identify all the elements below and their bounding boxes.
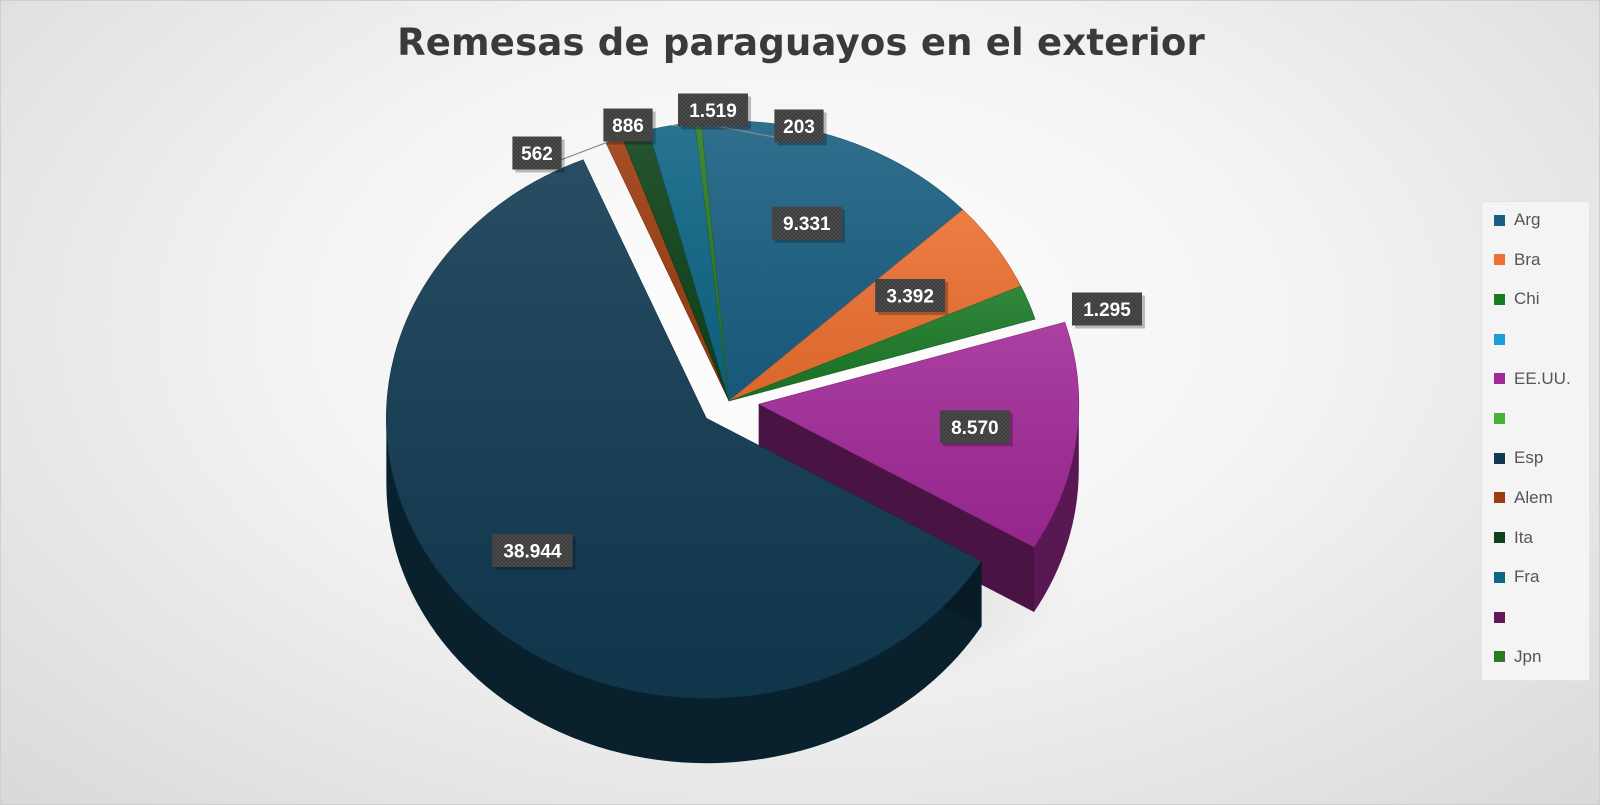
data-label-text: 3.392 xyxy=(886,287,934,308)
legend-label: EE.UU. xyxy=(1514,368,1571,388)
legend-swatch xyxy=(1494,413,1505,424)
data-label-text: 8.570 xyxy=(951,418,999,439)
legend-label: Ita xyxy=(1514,527,1533,547)
legend-item: Jpn xyxy=(1494,645,1541,669)
data-label-text: 38.944 xyxy=(503,541,562,562)
data-label-alem: 562 xyxy=(512,136,565,173)
data-label-jpn: 203 xyxy=(774,109,827,146)
legend-swatch xyxy=(1494,651,1505,663)
legend-item: Arg xyxy=(1494,208,1540,232)
chart-title: Remesas de paraguayos en el exterior xyxy=(397,21,1205,64)
pie-data-labels: 9.331 3.392 1.295 8.570 38.944 562 886 1.519 203 xyxy=(492,93,1145,570)
data-label-text: 1.519 xyxy=(689,101,737,122)
data-label-box xyxy=(492,533,573,567)
legend-item xyxy=(1494,407,1514,431)
legend-item: Fra xyxy=(1494,565,1540,589)
chart-legend: Arg Bra Chi EE.UU. Esp Alem Ita Fra Jpn xyxy=(1481,201,1590,681)
data-label-box xyxy=(774,109,824,143)
data-label-ee-uu-: 8.570 xyxy=(939,410,1013,447)
legend-item: Bra xyxy=(1494,248,1540,272)
legend-item: Alem xyxy=(1494,486,1553,510)
legend-swatch xyxy=(1494,452,1505,464)
legend-item: EE.UU. xyxy=(1494,367,1571,391)
data-label-box xyxy=(771,206,842,240)
legend-item xyxy=(1494,605,1514,629)
data-label-box xyxy=(678,93,748,127)
pie-slice-sheen xyxy=(694,122,729,401)
data-label-arg: 9.331 xyxy=(771,206,845,243)
pie-slice-sheen xyxy=(605,137,729,401)
legend-label: Esp xyxy=(1514,448,1544,468)
data-label-text: 9.331 xyxy=(783,214,831,235)
pie-slice-sheen xyxy=(729,286,1036,401)
data-label-fra: 1.519 xyxy=(678,93,751,130)
pie-side-esp xyxy=(386,418,982,764)
legend-label: Bra xyxy=(1514,249,1541,269)
legend-swatch xyxy=(1494,532,1505,544)
legend-item: Chi xyxy=(1494,287,1540,311)
legend-item: Esp xyxy=(1494,446,1543,470)
legend-swatch xyxy=(1494,611,1505,623)
pie-tops xyxy=(386,120,1080,699)
data-label-ita: 886 xyxy=(603,108,656,145)
data-label-box xyxy=(939,410,1010,444)
pie-slice-sheen xyxy=(701,121,963,401)
data-label-text: 203 xyxy=(783,117,815,138)
legend-label: Jpn xyxy=(1514,646,1542,666)
legend-swatch xyxy=(1494,373,1505,385)
pie-side-ee-uu- xyxy=(1034,404,1079,612)
legend-swatch xyxy=(1494,571,1505,583)
legend-label: Chi xyxy=(1514,289,1540,309)
legend-swatch xyxy=(1494,293,1505,305)
legend-label: Alem xyxy=(1514,487,1553,507)
data-label-text: 562 xyxy=(521,144,553,165)
data-label-box xyxy=(603,108,653,142)
pie-slice-sheen xyxy=(622,130,729,401)
data-label-chi: 1.295 xyxy=(1072,292,1145,329)
legend-swatch xyxy=(1494,333,1505,345)
data-label-box xyxy=(512,136,562,170)
pie-slice-sheen xyxy=(729,209,1021,401)
legend-item xyxy=(1494,327,1514,351)
data-label-text: 1.295 xyxy=(1083,300,1131,321)
legend-swatch xyxy=(1494,254,1505,266)
legend-item: Ita xyxy=(1494,526,1533,550)
data-label-box xyxy=(875,279,946,313)
legend-label: Fra xyxy=(1514,567,1540,587)
legend-label: Arg xyxy=(1514,210,1541,229)
data-label-text: 886 xyxy=(612,116,644,137)
pie-slice-sheen xyxy=(758,322,1079,547)
legend-swatch xyxy=(1494,214,1505,226)
pie-slice-sheen xyxy=(648,122,729,401)
data-label-esp: 38.944 xyxy=(492,533,576,570)
data-label-bra: 3.392 xyxy=(875,279,949,316)
data-label-box xyxy=(1072,292,1142,326)
legend-swatch xyxy=(1494,492,1505,504)
